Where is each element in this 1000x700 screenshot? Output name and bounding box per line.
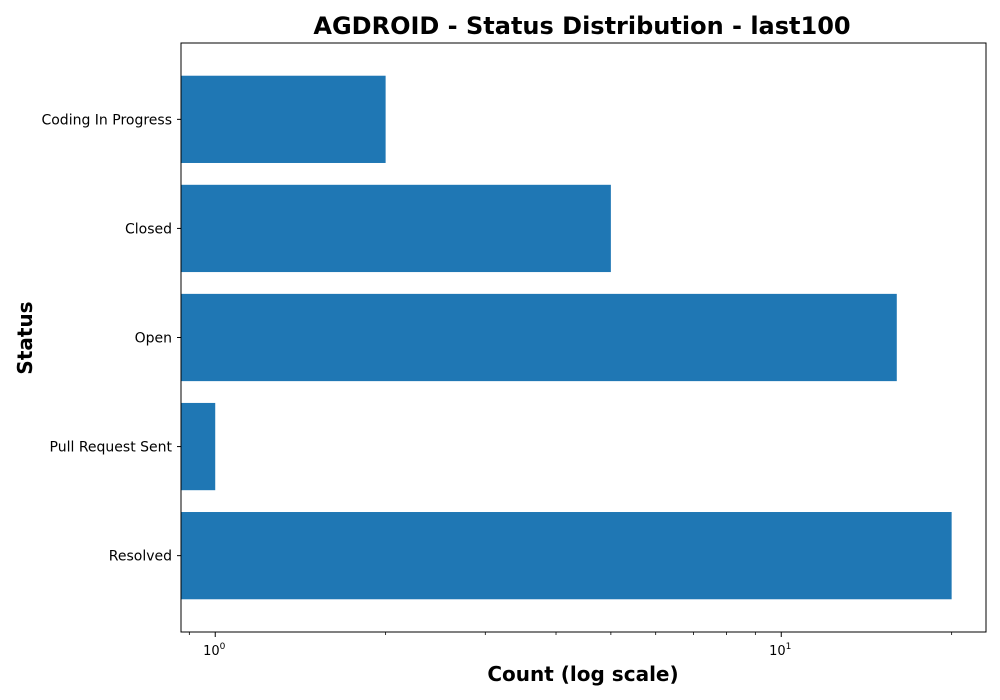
x-tick-label: 101 — [769, 642, 791, 659]
x-axis: 100 101 — [188, 632, 953, 659]
bar-open — [181, 293, 897, 382]
x-tick-label: 100 — [203, 642, 226, 659]
y-tick-label-open: Open — [135, 331, 172, 347]
bar-resolved — [181, 512, 952, 600]
bars-group — [181, 75, 952, 600]
y-tick-label-coding-in-progress: Coding In Progress — [41, 112, 172, 128]
x-tick-label-exponent: 0 — [220, 642, 226, 652]
bar-coding-in-progress — [181, 75, 386, 163]
y-axis: Coding In Progress Closed Open Pull Request… — [41, 112, 181, 565]
y-tick-label-resolved: Resolved — [109, 549, 172, 565]
x-tick-label-exponent: 1 — [786, 642, 792, 652]
x-tick-label-base: 10 — [203, 644, 220, 659]
y-tick-label-pull-request-sent: Pull Request Sent — [50, 440, 173, 456]
chart-title: AGDROID - Status Distribution - last100 — [313, 12, 850, 40]
x-axis-label: Count (log scale) — [487, 662, 678, 686]
x-tick-label-base: 10 — [769, 644, 786, 659]
bar-closed — [181, 184, 611, 273]
bar-pull-request-sent — [181, 402, 216, 491]
y-tick-label-closed: Closed — [125, 221, 172, 237]
y-axis-label: Status — [13, 301, 37, 374]
